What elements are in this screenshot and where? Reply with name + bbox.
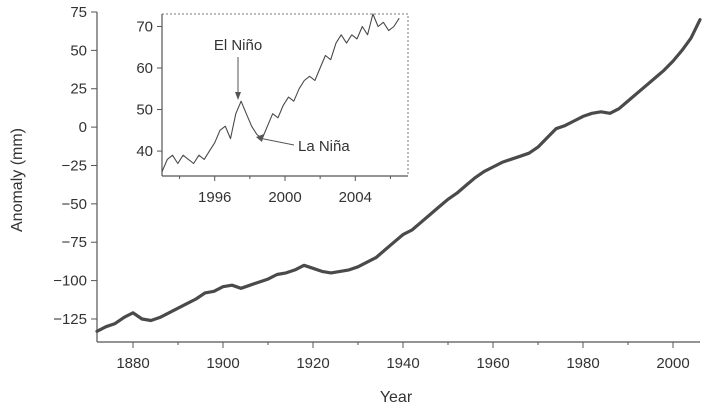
- main-y-tick-label: 75: [70, 4, 87, 21]
- annotation-la-nina: La Niña: [298, 138, 350, 155]
- inset-y-tick-label: 70: [136, 18, 153, 35]
- main-y-tick-label: −75: [62, 234, 87, 251]
- inset-x-tick-label: 1996: [198, 189, 231, 206]
- main-x-tick-label: 1900: [206, 355, 239, 372]
- main-x-tick-label: 1980: [566, 355, 599, 372]
- inset-y-tick-label: 40: [136, 143, 153, 160]
- y-axis-label: Anomaly (mm): [9, 128, 26, 232]
- main-y-tick-label: −50: [62, 196, 87, 213]
- main-x-tick-label: 1940: [386, 355, 419, 372]
- main-y-ticks: 75 50 25 0 −25 −50 −75 −100 −125: [53, 4, 97, 328]
- inset-y-ticks: 70 60 50 40: [136, 18, 162, 160]
- main-y-tick-label: 50: [70, 42, 87, 59]
- main-x-tick-label: 1960: [476, 355, 509, 372]
- main-y-tick-label: −25: [62, 157, 87, 174]
- annotation-el-nino: El Niño: [214, 37, 262, 54]
- inset-series-line: [161, 13, 400, 173]
- main-x-tick-label: 2000: [656, 355, 689, 372]
- el-nino-arrowhead: [235, 92, 241, 100]
- inset-x-tick-label: 2000: [268, 189, 301, 206]
- inset-y-tick-label: 60: [136, 60, 153, 77]
- inset-x-tick-label: 2004: [339, 189, 372, 206]
- inset-frame: [161, 13, 409, 177]
- inset-y-tick-label: 50: [136, 102, 153, 119]
- la-nina-arrow: [258, 137, 295, 146]
- main-x-ticks: 1880 1900 1920 1940 1960 1980 2000: [116, 342, 690, 372]
- main-series-line: [95, 18, 702, 333]
- main-y-tick-label: 0: [79, 119, 87, 136]
- main-y-tick-label: −125: [53, 311, 87, 328]
- main-y-tick-label: 25: [70, 81, 87, 98]
- main-y-tick-label: −100: [53, 273, 87, 290]
- inset-x-ticks: 1996 2000 2004: [179, 176, 391, 206]
- main-x-tick-label: 1880: [116, 355, 149, 372]
- la-nina-arrowhead: [256, 134, 264, 142]
- x-axis-label: Year: [380, 389, 413, 406]
- main-x-tick-label: 1920: [296, 355, 329, 372]
